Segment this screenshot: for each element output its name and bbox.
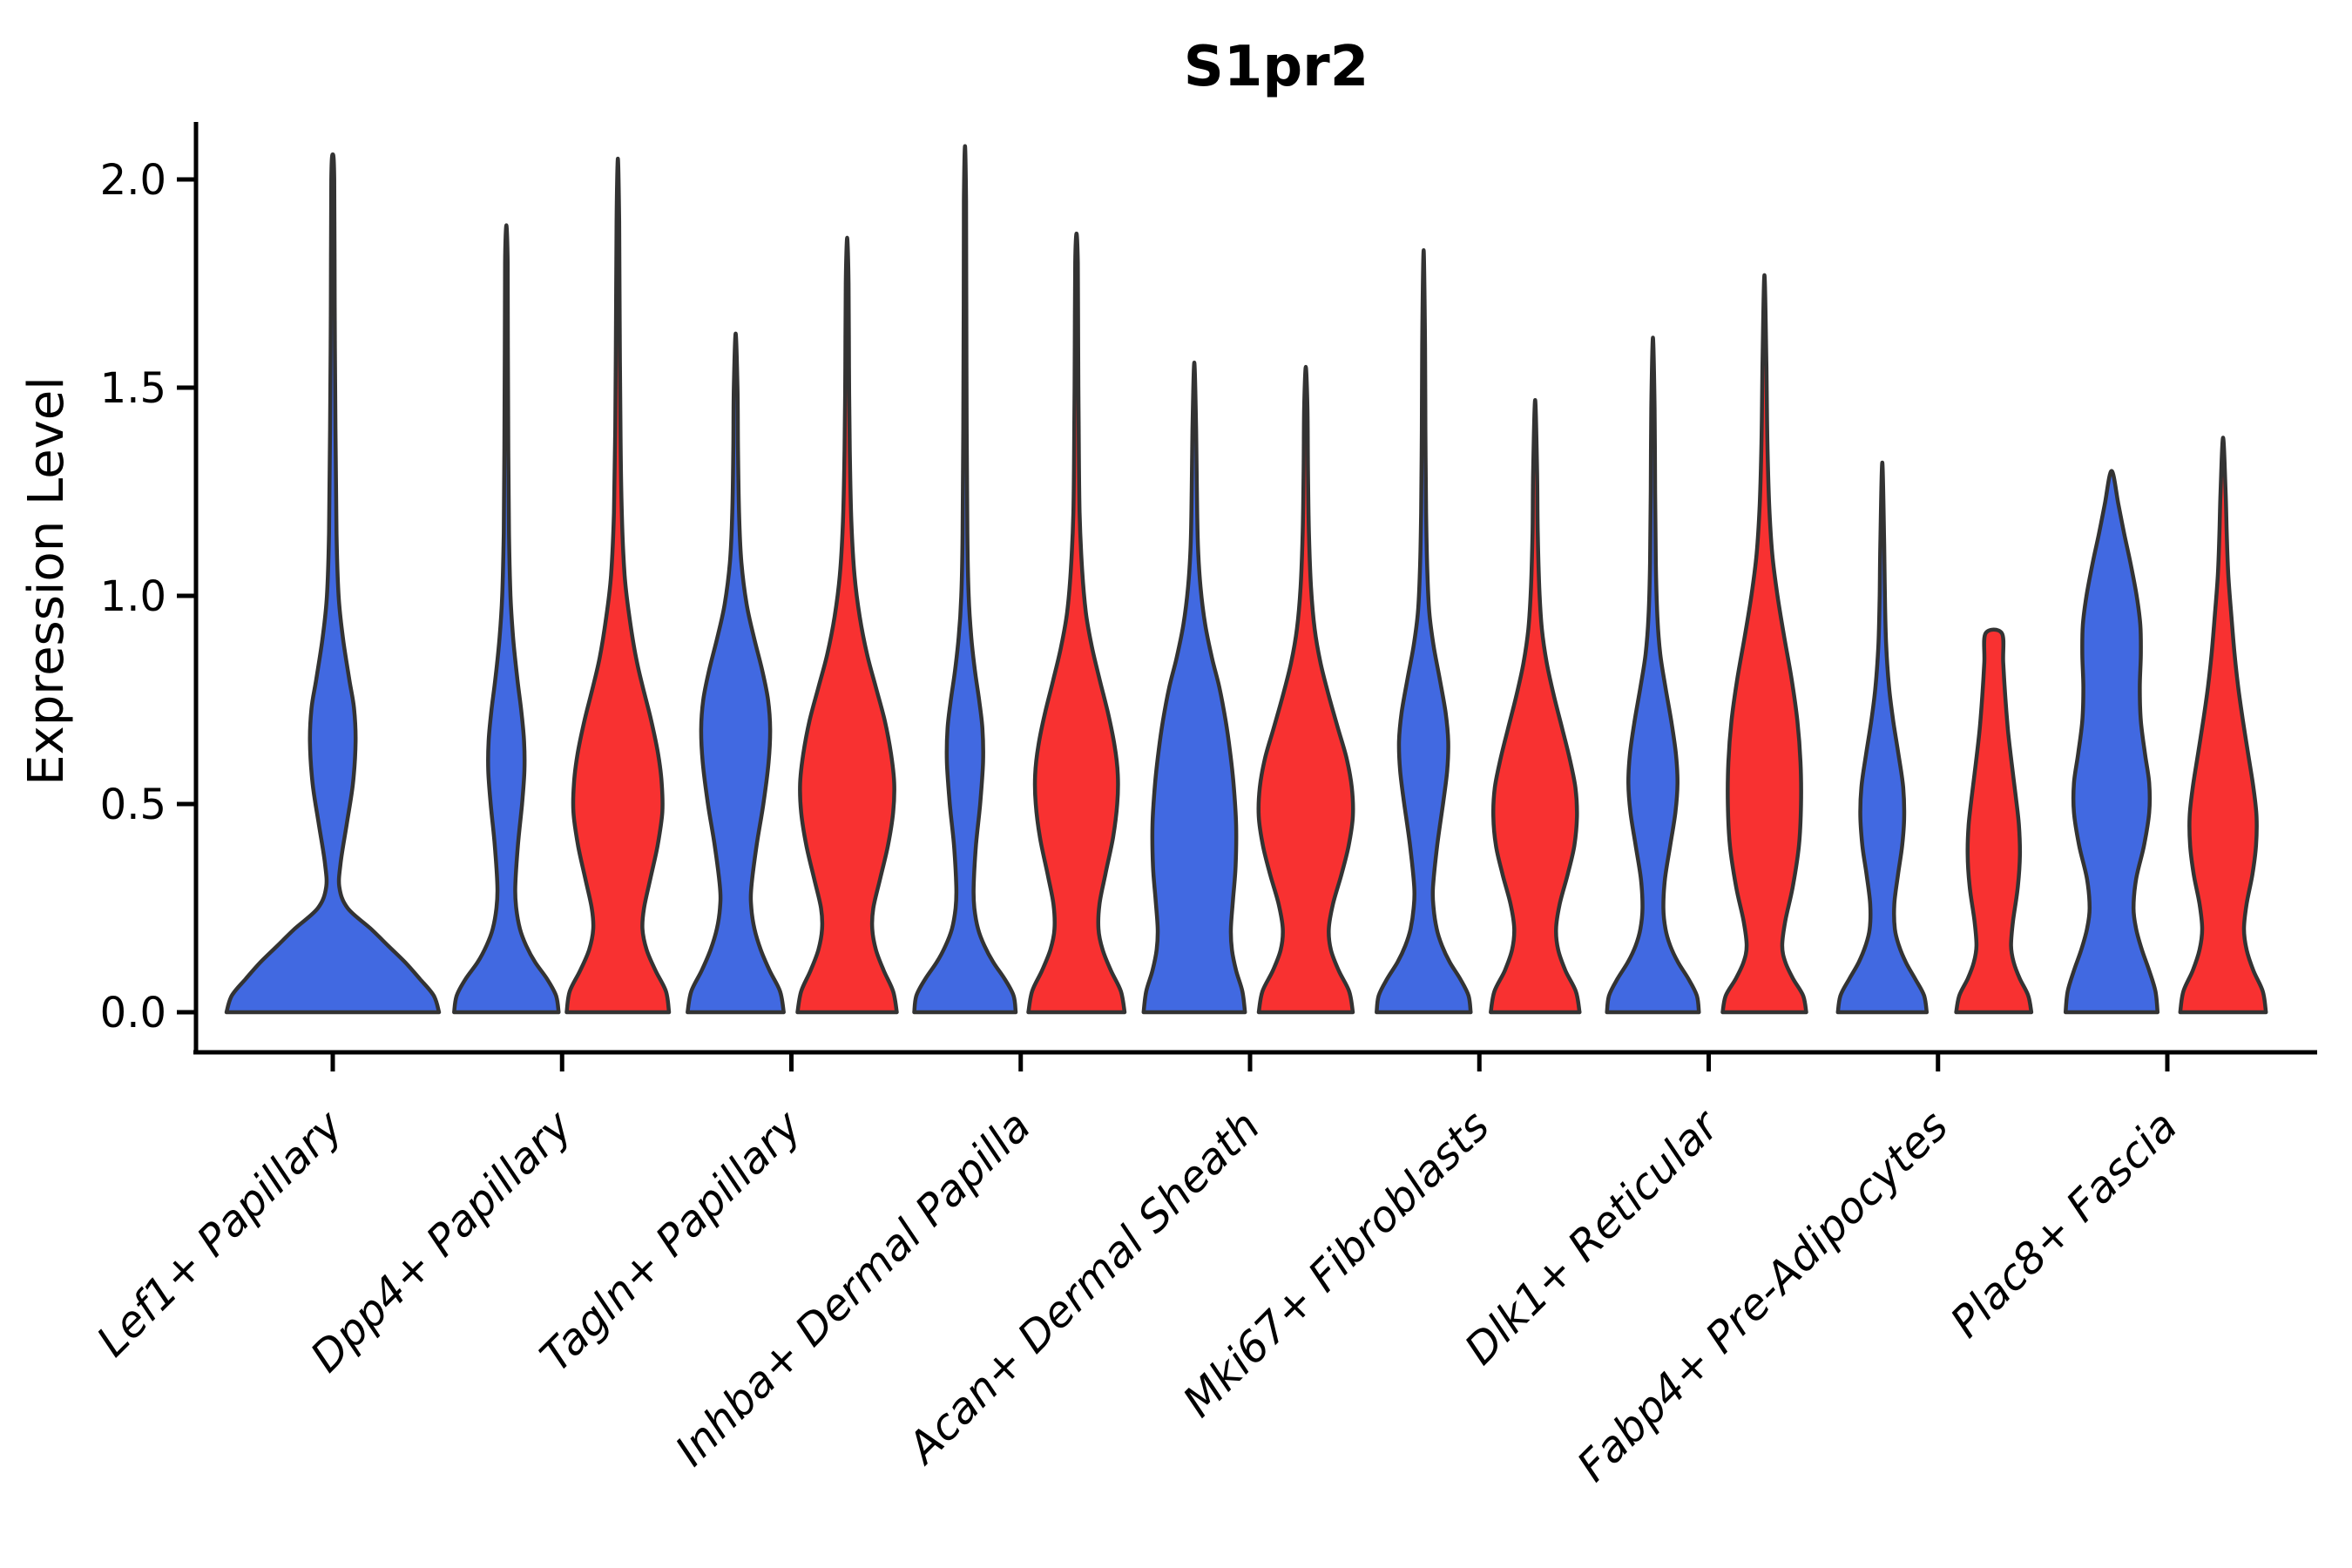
violin-tagln-red (795, 235, 899, 1015)
violin-inhba-blue (912, 144, 1018, 1015)
y-tick-label: 0.0 (100, 989, 166, 1037)
violin-dlk1-red (1720, 273, 1808, 1015)
x-tick-label: Fabp4+ Pre-Adipocytes (1568, 1101, 1958, 1491)
violin-plac8-blue (2063, 469, 2160, 1015)
chart-title: S1pr2 (1184, 35, 1369, 99)
violin-dpp4-red (564, 156, 672, 1015)
violin-mki67-red (1489, 398, 1582, 1015)
violin-tagln-blue (686, 331, 786, 1015)
y-tick-label: 2.0 (100, 156, 166, 205)
violin-mki67-blue (1375, 248, 1473, 1015)
violin-acan-red (1256, 364, 1355, 1015)
x-tick-label: Plac8+ Fascia (1941, 1101, 2186, 1347)
violin-lef1-blue (224, 152, 442, 1015)
y-tick-label: 0.5 (100, 781, 166, 829)
x-tick-label: Lef1+ Papillary (87, 1100, 353, 1366)
y-tick-label: 1.0 (100, 572, 166, 621)
violin-fabp4-blue (1835, 460, 1930, 1015)
x-tick-label: Dlk1+ Reticular (1455, 1099, 1729, 1374)
violins-group (224, 144, 2268, 1015)
y-tick-label: 1.5 (100, 364, 166, 413)
violin-dpp4-blue (452, 223, 561, 1015)
violin-inhba-red (1026, 231, 1127, 1015)
violin-dlk1-blue (1605, 335, 1701, 1015)
y-axis-ticks: 0.0 0.5 1.0 1.5 2.0 (100, 156, 196, 1037)
violin-plac8-red (2178, 436, 2268, 1015)
violin-fabp4-red (1954, 627, 2034, 1015)
y-axis-label: Expression Level (18, 376, 75, 786)
violin-acan-blue (1141, 361, 1247, 1015)
